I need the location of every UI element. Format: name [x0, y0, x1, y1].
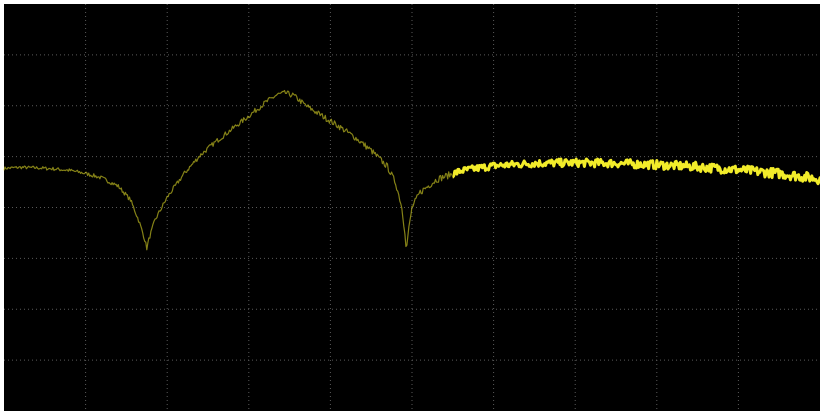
trace-layer [3, 89, 820, 251]
graticule [4, 4, 820, 411]
signal-trace-bright [452, 157, 820, 186]
